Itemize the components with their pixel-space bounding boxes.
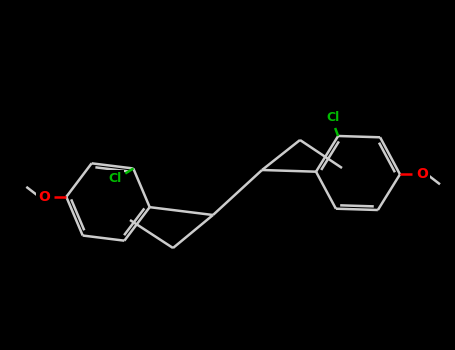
Text: Cl: Cl — [109, 172, 122, 185]
Text: O: O — [416, 167, 428, 181]
Text: Cl: Cl — [327, 112, 340, 125]
Text: O: O — [38, 190, 50, 204]
